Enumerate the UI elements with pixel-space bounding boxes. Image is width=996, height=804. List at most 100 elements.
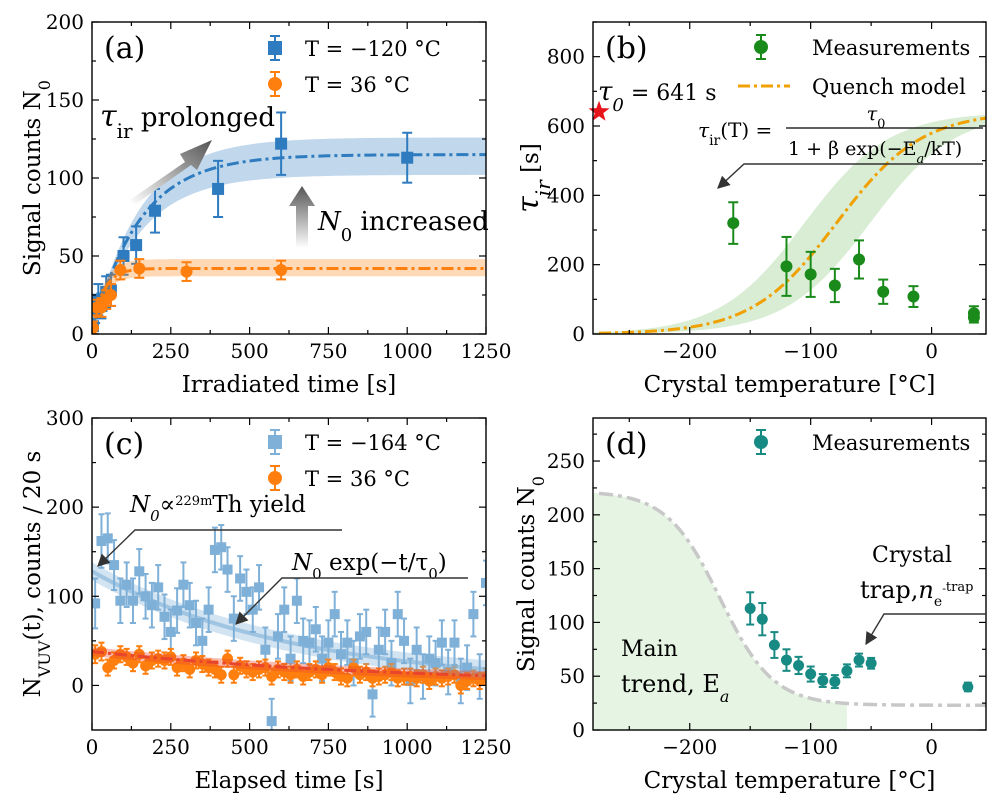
data-point-1 — [222, 653, 234, 665]
legend-marker — [268, 471, 282, 485]
y-axis-label-part: N — [20, 677, 46, 697]
x-tick-label: 250 — [152, 339, 190, 363]
data-point-1 — [180, 265, 193, 278]
data-point — [744, 602, 756, 614]
x-tick-label: 1250 — [461, 339, 512, 363]
y-tick-label: 50 — [560, 664, 585, 688]
data-point-0 — [380, 626, 391, 637]
data-point-1 — [184, 663, 196, 675]
annotation-yield-part: Th yield — [212, 492, 306, 518]
data-point — [907, 290, 920, 303]
x-tick-label: 0 — [86, 735, 99, 759]
legend-marker — [268, 41, 282, 55]
model-band — [593, 114, 986, 334]
data-point — [865, 657, 877, 669]
trap-pointer — [865, 613, 986, 646]
data-point-0 — [272, 631, 283, 642]
annotation-decay-part: 0 — [428, 565, 438, 583]
data-point — [804, 268, 817, 281]
data-point-0 — [178, 579, 189, 590]
fit-curve-1 — [92, 650, 486, 678]
data-point-1 — [228, 669, 240, 681]
x-tick-label: −100 — [783, 735, 838, 759]
data-point-0 — [399, 635, 410, 646]
plot-area-d — [593, 491, 986, 730]
tau0-star — [588, 100, 610, 121]
data-point — [829, 676, 841, 688]
data-point-0 — [449, 637, 460, 648]
y-tick-label: 150 — [46, 88, 84, 112]
data-point-1 — [102, 662, 114, 674]
y-tick-label: 0 — [71, 322, 84, 346]
legend-label: T = −120 °C — [305, 37, 441, 61]
data-point-0 — [149, 204, 162, 217]
x-tick-label: 500 — [231, 339, 269, 363]
data-point — [841, 665, 853, 677]
annotation-tau-prolonged-part: τ — [100, 99, 117, 134]
annotation-yield-part: 229m — [175, 494, 212, 509]
data-point — [768, 639, 780, 651]
increased-arrow — [289, 186, 315, 248]
annotation-main-line2-part: trend, E — [621, 670, 720, 698]
x-axis-label: Crystal temperature [°C] — [644, 768, 936, 794]
x-tick-label: 750 — [309, 735, 347, 759]
y-axis-label: Signal counts N0 — [514, 476, 548, 672]
annotation-decay-part: N — [291, 550, 313, 576]
y-axis-label: NVUV(t), counts / 20 s — [20, 451, 54, 698]
data-point-1 — [92, 321, 99, 334]
y-tick-label: 100 — [547, 610, 585, 634]
quench-model-line — [599, 116, 986, 334]
plot-frame — [592, 21, 987, 335]
data-point — [780, 260, 793, 273]
formula-denominator-part: a — [916, 152, 924, 167]
data-point — [853, 253, 866, 266]
data-point-0 — [468, 609, 479, 620]
fit-band-0 — [92, 137, 486, 334]
data-point — [967, 311, 980, 324]
data-point-1 — [341, 672, 353, 684]
data-point — [805, 668, 817, 680]
annotation-trap-line2: trap,ne-trap — [860, 576, 973, 610]
annotation-yield: N0∝229mTh yield — [129, 492, 306, 525]
prolonged-arrow — [130, 140, 212, 204]
annotation-n0-increased-part: increased — [352, 207, 489, 237]
data-point-0 — [159, 611, 170, 622]
formula-denominator-part: /kT) — [924, 138, 962, 160]
legend-label: T = 36 °C — [305, 467, 410, 491]
annotation-yield-part: ∝ — [160, 492, 176, 518]
plot-frame — [91, 21, 487, 335]
y-axis-label-part: τ — [511, 196, 546, 213]
data-point-0 — [329, 609, 340, 620]
fit-curve-0 — [92, 569, 486, 672]
data-point-0 — [165, 626, 176, 637]
formula-numerator-part: τ — [867, 103, 878, 125]
panel-d: −200 −100 0 0 50 100 150 200 250 (d) Measurements M… — [514, 417, 987, 794]
panel-label: (b) — [605, 31, 648, 66]
annotation-decay: N0 exp(−t/τ0) — [291, 550, 447, 583]
data-point — [828, 279, 841, 292]
x-tick-label: −100 — [783, 339, 838, 363]
main-trend-line — [598, 491, 986, 707]
y-tick-label: 200 — [547, 503, 585, 527]
data-point-1 — [127, 657, 139, 669]
plot-area-b — [593, 114, 986, 334]
plot-frame — [592, 417, 987, 731]
annotation-decay-part: ) — [438, 550, 447, 576]
data-point-0 — [310, 624, 321, 635]
data-point — [877, 285, 890, 298]
tau0-label-part: = 641 s — [624, 81, 717, 106]
data-point-1 — [215, 669, 227, 681]
formula-numerator: τ0 — [867, 103, 886, 132]
x-tick-label: 500 — [231, 735, 269, 759]
data-point-0 — [109, 560, 120, 571]
annotation-n0-increased-part: N — [317, 207, 342, 237]
plot-area-c — [92, 512, 486, 730]
formula-denominator: 1 + β exp(−Ea/kT) — [788, 138, 962, 167]
formula-denominator-part: 1 + β exp(−E — [788, 138, 916, 160]
annotation-tau-prolonged: τir prolonged — [100, 99, 275, 143]
y-tick-label: 800 — [547, 45, 585, 69]
y-axis-label-part: Signal counts N — [20, 90, 46, 276]
data-point-1 — [316, 669, 328, 681]
data-point — [962, 681, 974, 693]
data-point-0 — [134, 566, 145, 577]
